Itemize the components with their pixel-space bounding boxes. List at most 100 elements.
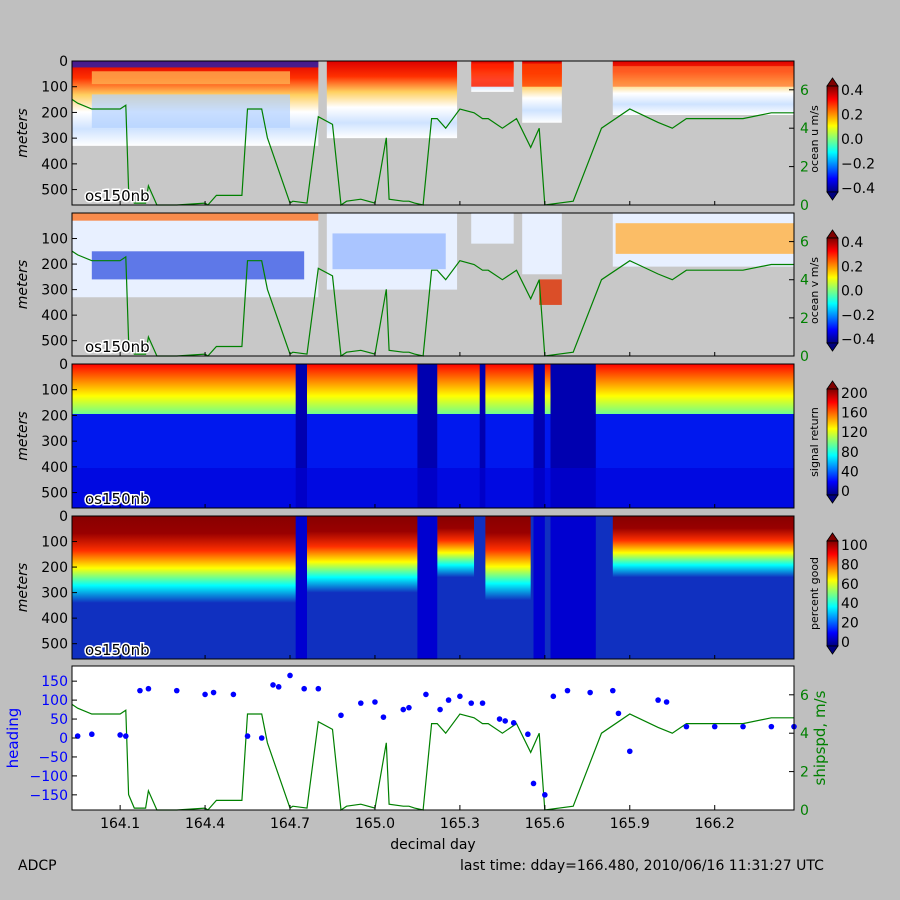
ytick-label: 50 [50, 712, 68, 728]
colorbar-extend-max [826, 380, 839, 390]
heading-point [315, 685, 322, 692]
ytick-label: −100 [30, 769, 68, 785]
ytick-label: 0 [59, 731, 68, 747]
heading-point [626, 748, 633, 755]
heading-point [230, 691, 237, 698]
dark-column [533, 516, 545, 659]
heading-point [372, 699, 378, 705]
heading-point [210, 689, 217, 696]
colorbar-label: ocean v m/s [808, 257, 821, 324]
colorbar-tick-label: 0.0 [841, 284, 863, 300]
right-ytick-label: 0 [800, 803, 809, 819]
warm-band [612, 66, 794, 87]
xtick-label: 165.0 [355, 816, 395, 832]
colorbar-tick-label: 80 [841, 445, 859, 461]
colorbar [826, 237, 839, 344]
warm-band [615, 223, 794, 254]
colorbar-tick-label: −0.2 [841, 308, 875, 324]
ytick-label: 100 [41, 535, 68, 551]
colorbar-tick-label: 0 [841, 635, 850, 651]
xtick-label: 164.7 [270, 816, 310, 832]
bottom-band [72, 468, 794, 508]
xtick-label: 165.6 [525, 816, 565, 832]
xtick-label: 164.1 [100, 816, 140, 832]
colorbar-label: ocean u m/s [808, 105, 821, 173]
warm-band [471, 63, 514, 87]
instrument-label: os150nb [85, 338, 150, 356]
instrument-label: os150nb [85, 187, 150, 205]
heading-point [400, 706, 407, 713]
ylabel: meters [15, 563, 31, 612]
ytick-label: 0 [59, 509, 68, 525]
heading-point [137, 687, 143, 694]
right-ylabel: shipspd, m/s [811, 690, 829, 785]
heading-point [768, 723, 775, 730]
colorbar-tick-label: 160 [841, 406, 868, 422]
heading-point [301, 685, 307, 692]
colorbar-tick-label: 60 [841, 577, 859, 593]
ytick-label: 100 [41, 232, 68, 248]
ytick-label: 500 [41, 334, 68, 350]
ytick-label: 200 [41, 408, 68, 424]
heading-point [287, 672, 293, 679]
heading-point [173, 687, 180, 694]
ytick-label: 400 [41, 460, 68, 476]
ytick-label: −50 [38, 750, 68, 766]
valid-region [612, 516, 794, 578]
heading-point [406, 704, 412, 711]
colorbar [826, 540, 839, 647]
ytick-label: −150 [30, 788, 68, 804]
panel-signal-return: 0100200300400500metersos150nb20016012080… [15, 357, 868, 510]
heading-point [244, 733, 251, 739]
ytick-label: 500 [41, 486, 68, 502]
right-ytick-label: 2 [800, 311, 809, 327]
warm-band [91, 71, 291, 85]
heading-point [550, 693, 557, 700]
ylabel: meters [15, 411, 31, 460]
heading-point [117, 732, 123, 738]
cool-band [332, 233, 446, 270]
colorbar-tick-label: 0.4 [841, 83, 863, 99]
ytick-label: 400 [41, 157, 68, 173]
heading-point [587, 689, 593, 696]
heading-point [479, 700, 486, 706]
right-ytick-label: 4 [800, 273, 809, 289]
colorbar-extend-min [826, 191, 839, 201]
heading-point [145, 685, 152, 692]
heading-point [542, 792, 548, 798]
footer-right-timestamp: last time: dday=166.480, 2010/06/16 11:3… [460, 858, 824, 874]
dark-column [479, 364, 486, 508]
ylabel: meters [15, 260, 31, 309]
dark-column [550, 516, 596, 659]
ytick-label: 0 [59, 357, 68, 373]
colorbar-tick-label: 80 [841, 557, 859, 573]
heading-point [380, 714, 387, 720]
right-ytick-label: 6 [800, 83, 809, 99]
instrument-label: os150nb [85, 490, 150, 508]
right-ytick-label: 2 [800, 160, 809, 176]
ytick-label: 300 [41, 131, 68, 147]
heading-point [530, 780, 537, 787]
colorbar-extend-max [826, 229, 839, 239]
ytick-label: 200 [41, 257, 68, 273]
heading-point [740, 723, 746, 730]
ytick-label: 100 [41, 693, 68, 709]
warm-band [539, 279, 562, 305]
heading-point [202, 691, 208, 698]
ytick-label: 0 [59, 54, 68, 70]
data-segment [326, 61, 458, 139]
heading-point [609, 687, 616, 694]
ytick-label: 300 [41, 586, 68, 602]
colorbar-extend-min [826, 342, 839, 352]
heading-point [496, 716, 503, 722]
heading-point [525, 731, 531, 738]
panel-heading: 150 100 50 0 −50 −100 −150 heading 0 2 4 6 shipspd, … [4, 665, 829, 853]
valid-region [437, 516, 475, 578]
xtick-label: 165.9 [610, 816, 650, 832]
colorbar-extend-min [826, 645, 839, 655]
ytick-label: 300 [41, 283, 68, 299]
right-ytick-label: 6 [800, 688, 809, 704]
data-segment [522, 213, 562, 275]
heading-point [258, 735, 265, 741]
xlabel: decimal day [390, 837, 475, 853]
